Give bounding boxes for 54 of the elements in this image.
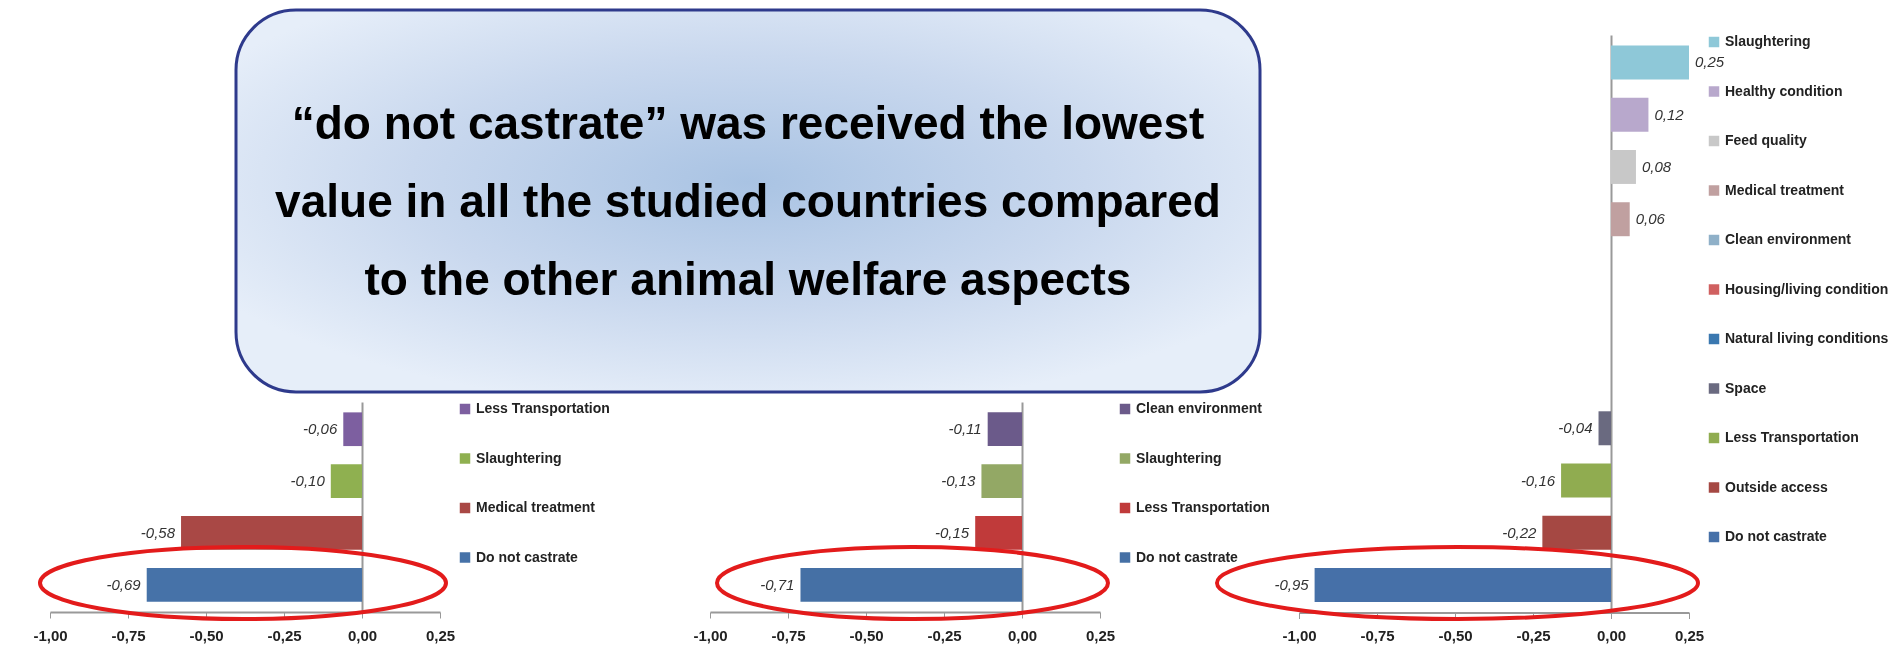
- legend-label: Do not castrate: [1136, 548, 1239, 565]
- data-label: -0,10: [290, 472, 326, 490]
- data-label: -0,04: [1558, 418, 1593, 436]
- data-label: -0,22: [1502, 523, 1537, 541]
- data-label: -0,16: [1520, 471, 1556, 489]
- x-tick-label: 0,00: [1007, 626, 1038, 644]
- x-tick-label: 0,25: [425, 626, 456, 644]
- legend-label: Healthy condition: [1725, 82, 1843, 98]
- legend-label: Clean environment: [1725, 230, 1852, 247]
- x-tick-label: 0,25: [1674, 626, 1705, 644]
- x-tick-label: -0,75: [1360, 626, 1395, 644]
- x-tick-label: -1,00: [693, 626, 728, 644]
- legend-label: Natural living conditions: [1725, 329, 1889, 346]
- data-label: -0,13: [941, 472, 977, 490]
- x-tick-label: -1,00: [1282, 626, 1317, 644]
- data-label: -0,69: [106, 575, 142, 593]
- x-tick-label: -0,75: [771, 626, 806, 644]
- legend-label: Outside access: [1725, 478, 1828, 494]
- legend-label: Slaughtering: [1136, 449, 1222, 466]
- legend-label: Less Transportation: [476, 400, 610, 416]
- legend-label: Do not castrate: [476, 548, 579, 565]
- legend-label: Medical treatment: [1725, 181, 1845, 197]
- x-tick-label: -1,00: [33, 626, 68, 644]
- data-label: 0,08: [1641, 157, 1672, 175]
- data-label: 0,06: [1635, 209, 1666, 227]
- legend-label: Do not castrate: [1725, 527, 1828, 544]
- x-tick-label: 0,00: [347, 626, 378, 644]
- data-label: -0,95: [1274, 575, 1310, 593]
- legend-label: Less Transportation: [1725, 428, 1859, 445]
- legend-label: Less Transportation: [1136, 499, 1270, 515]
- x-tick-label: -0,50: [189, 626, 224, 644]
- legend-label: Housing/living condition: [1725, 280, 1889, 296]
- x-tick-label: -0,25: [1516, 626, 1551, 644]
- data-label: -0,11: [948, 420, 982, 438]
- x-tick-label: -0,75: [111, 626, 146, 644]
- legend-label: Slaughtering: [1725, 32, 1811, 49]
- x-tick-label: -0,25: [267, 626, 302, 644]
- legend-label: Clean environment: [1136, 400, 1263, 416]
- x-tick-label: 0,25: [1085, 626, 1116, 644]
- legend-label: Medical treatment: [476, 499, 596, 515]
- legend-label: Space: [1725, 379, 1767, 395]
- data-label: 0,12: [1654, 105, 1685, 123]
- data-label: -0,58: [140, 523, 176, 541]
- x-tick-label: 0,00: [1596, 626, 1627, 644]
- data-label: -0,71: [760, 575, 795, 593]
- x-tick-label: -0,50: [1438, 626, 1473, 644]
- x-tick-label: -0,50: [849, 626, 884, 644]
- x-tick-label: -0,25: [927, 626, 962, 644]
- data-label: 0,25: [1695, 52, 1725, 70]
- text: “do not castrate” was received the lowest value in all the studied countries compared to the other animal welfare aspects: [274, 95, 1222, 308]
- legend-label: Slaughtering: [476, 449, 562, 466]
- data-label: -0,15: [935, 523, 970, 541]
- legend-label: Feed quality: [1725, 131, 1807, 148]
- data-label: -0,06: [303, 420, 338, 438]
